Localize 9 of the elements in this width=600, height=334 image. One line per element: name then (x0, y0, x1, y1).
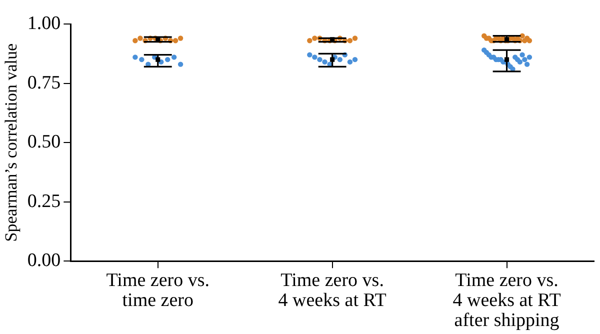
y-tick-label: 0.50 (27, 132, 61, 153)
x-tick-label: Time zero vs. 4 weeks at RT after shipping (452, 270, 562, 332)
y-tick-label: 0.00 (27, 250, 61, 272)
y-tick-label: 1.00 (27, 12, 61, 34)
y-axis-title: Spearman’s correlation value (2, 43, 21, 242)
x-tick-label: Time zero vs. 4 weeks at RT (278, 270, 387, 312)
y-tick-label: 0.75 (27, 72, 61, 94)
x-tick-label: Time zero vs. time zero (106, 270, 210, 312)
y-tick-label: 0.25 (27, 190, 61, 212)
